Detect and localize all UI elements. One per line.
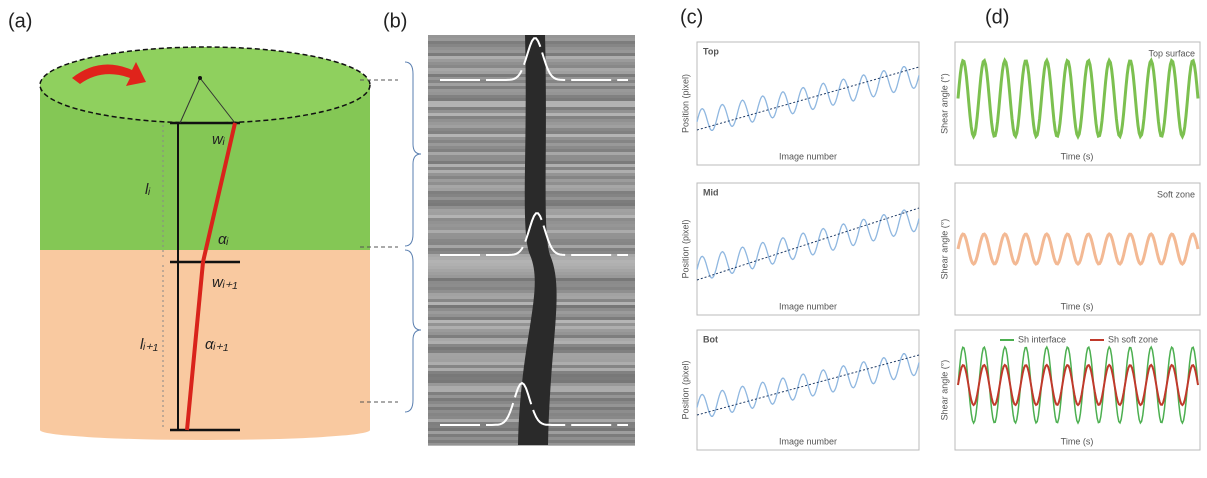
y-axis-label: Position (pixel) [680, 360, 690, 419]
y-axis-label: Position (pixel) [680, 219, 690, 278]
plot-title: Soft zone [1157, 189, 1195, 199]
annotation: αᵢ₊₁ [205, 336, 228, 353]
cylinder [39, 46, 371, 440]
curve [696, 65, 920, 132]
panel-label: (d) [985, 6, 1009, 28]
x-axis-label: Image number [779, 151, 837, 161]
x-axis-label: Time (s) [1061, 301, 1094, 311]
curve [957, 345, 1199, 425]
xray-image [428, 35, 635, 446]
stripe [428, 272, 635, 275]
stripe [428, 308, 635, 311]
stripe [428, 263, 635, 266]
stripe [428, 311, 635, 314]
stripe [428, 278, 635, 281]
y-axis-label: Shear angle (°) [939, 219, 949, 280]
plot-frame [696, 182, 920, 316]
panel-label: (c) [680, 6, 703, 28]
plot-title: Top [703, 46, 719, 56]
annotation: lᵢ [145, 181, 151, 198]
curve [956, 232, 1200, 266]
connectors [360, 61, 422, 413]
plot-title: Top surface [1148, 48, 1195, 58]
trend-line [696, 66, 920, 131]
plot-frame [954, 329, 1201, 451]
stripe [428, 314, 635, 317]
stripe [428, 275, 635, 278]
stripe [428, 305, 635, 308]
trend-line [696, 207, 920, 281]
annotation: lᵢ₊₁ [140, 336, 158, 353]
plot-frame [954, 41, 1201, 166]
x-axis-label: Image number [779, 301, 837, 311]
profile [440, 212, 628, 256]
stripe [428, 302, 635, 305]
curve [957, 363, 1199, 407]
stripe [428, 281, 635, 284]
curve [696, 353, 920, 417]
y-axis-label: Shear angle (°) [939, 73, 949, 134]
stripe [428, 296, 635, 299]
annotation: αᵢ [218, 231, 230, 248]
x-axis-label: Image number [779, 436, 837, 446]
panel-label: (b) [383, 10, 407, 32]
x-axis-label: Time (s) [1061, 436, 1094, 446]
legend-entry: Sh interface [1018, 334, 1066, 344]
x-axis-label: Time (s) [1061, 151, 1094, 161]
legend-entry: Sh soft zone [1108, 334, 1158, 344]
profile [440, 381, 628, 426]
plot-frame [954, 182, 1201, 316]
plot-title: Mid [703, 187, 719, 197]
plot-frame [696, 41, 920, 166]
panel-label: (a) [8, 10, 32, 32]
y-axis-label: Shear angle (°) [939, 360, 949, 421]
stripe [428, 299, 635, 302]
plot-title: Bot [703, 334, 718, 344]
dark-band [518, 35, 557, 445]
stripe [428, 284, 635, 287]
stripe [428, 290, 635, 293]
stripe [428, 287, 635, 290]
annotation: wᵢ₊₁ [212, 274, 238, 291]
y-axis-label: Position (pixel) [680, 74, 690, 133]
profile [440, 37, 628, 81]
stripe [428, 260, 635, 263]
stripe [428, 269, 635, 272]
curve [956, 57, 1200, 140]
plot-frame [696, 329, 920, 451]
annotation: wᵢ [212, 131, 226, 148]
stripe [428, 293, 635, 296]
stripe [428, 266, 635, 269]
